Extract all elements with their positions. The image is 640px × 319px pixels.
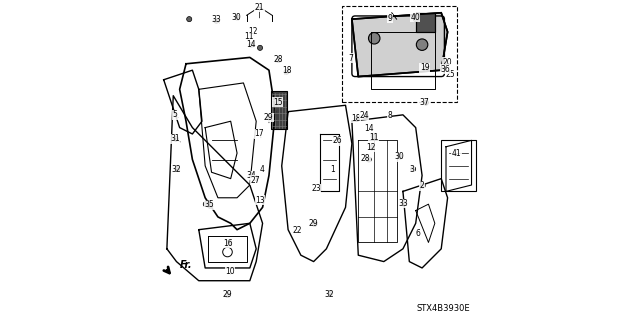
Text: 12: 12 [248, 27, 258, 36]
Text: 33: 33 [211, 15, 221, 24]
Text: 30: 30 [231, 13, 241, 22]
Text: 8: 8 [387, 111, 392, 120]
Text: 29: 29 [222, 290, 232, 299]
Text: 29: 29 [308, 219, 318, 228]
Circle shape [423, 100, 428, 105]
Text: 22: 22 [292, 226, 302, 235]
Text: 1: 1 [330, 165, 335, 174]
Circle shape [249, 42, 254, 47]
Circle shape [227, 240, 232, 245]
Text: 35: 35 [204, 200, 214, 209]
Text: 10: 10 [225, 267, 235, 276]
Text: 7: 7 [349, 54, 354, 63]
Text: 31: 31 [170, 134, 180, 143]
Text: 15: 15 [273, 98, 282, 107]
Circle shape [276, 57, 281, 63]
Text: 32: 32 [324, 290, 334, 299]
Circle shape [397, 154, 403, 159]
Circle shape [312, 221, 317, 226]
Text: 24: 24 [359, 111, 369, 120]
Circle shape [175, 167, 180, 172]
Text: 32: 32 [172, 165, 181, 174]
Text: 3: 3 [410, 165, 414, 174]
Text: 18: 18 [351, 114, 361, 122]
Text: 36: 36 [440, 65, 451, 74]
Circle shape [371, 134, 376, 139]
Text: 26: 26 [332, 137, 342, 145]
Text: 33: 33 [398, 199, 408, 208]
Circle shape [417, 39, 428, 50]
Text: 4: 4 [259, 165, 264, 174]
Bar [441, 140, 476, 191]
Circle shape [366, 157, 371, 162]
Polygon shape [271, 91, 287, 129]
Circle shape [401, 201, 406, 206]
Circle shape [420, 183, 425, 188]
Text: 28: 28 [361, 154, 371, 163]
Text: STX4B3930E: STX4B3930E [416, 304, 470, 313]
Text: Fr.: Fr. [180, 260, 193, 270]
Circle shape [257, 45, 262, 50]
Text: 41: 41 [452, 149, 461, 158]
Circle shape [173, 136, 179, 141]
Circle shape [328, 291, 333, 296]
Text: 29: 29 [264, 113, 273, 122]
Text: 14: 14 [246, 40, 256, 49]
Circle shape [214, 18, 219, 23]
Circle shape [187, 17, 192, 22]
Text: 6: 6 [416, 229, 420, 238]
Text: 17: 17 [254, 130, 264, 138]
Text: 11: 11 [244, 32, 254, 41]
Circle shape [234, 15, 239, 20]
Text: 5: 5 [173, 110, 178, 119]
Text: 11: 11 [369, 133, 378, 142]
Polygon shape [416, 13, 435, 32]
Circle shape [363, 114, 368, 119]
Text: 34: 34 [246, 171, 256, 180]
Circle shape [369, 33, 380, 44]
Text: 27: 27 [251, 176, 260, 185]
Text: 40: 40 [410, 13, 420, 22]
Circle shape [225, 293, 230, 298]
Circle shape [413, 17, 419, 22]
Circle shape [207, 203, 212, 208]
Circle shape [284, 69, 289, 74]
Circle shape [423, 66, 428, 71]
Polygon shape [352, 13, 447, 77]
Text: 20: 20 [442, 58, 452, 67]
Circle shape [369, 145, 374, 150]
Text: 13: 13 [255, 196, 265, 205]
Circle shape [253, 175, 258, 181]
Circle shape [204, 202, 209, 207]
Text: 18: 18 [282, 66, 292, 75]
Text: 9: 9 [388, 14, 392, 23]
Text: 12: 12 [366, 143, 376, 152]
Text: 21: 21 [255, 3, 264, 11]
Text: 2: 2 [420, 181, 424, 190]
Circle shape [249, 173, 254, 178]
Text: 16: 16 [223, 239, 233, 248]
Circle shape [266, 115, 271, 120]
Circle shape [411, 167, 416, 172]
Text: 25: 25 [445, 70, 455, 78]
Text: 28: 28 [273, 56, 283, 64]
Text: 14: 14 [364, 124, 374, 133]
Circle shape [354, 116, 359, 122]
Bar [342, 6, 457, 102]
Text: 23: 23 [311, 184, 321, 193]
Text: 30: 30 [394, 152, 404, 161]
Text: 37: 37 [420, 98, 429, 107]
Text: 19: 19 [420, 63, 429, 72]
